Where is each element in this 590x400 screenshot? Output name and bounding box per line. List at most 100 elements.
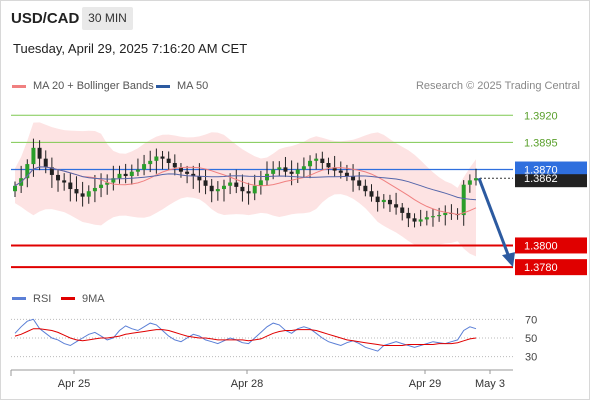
candle-body bbox=[381, 199, 386, 203]
report-datetime: Tuesday, April 29, 2025 7:16:20 AM CET bbox=[13, 41, 248, 56]
chart-header: USD/CAD 30 MIN bbox=[0, 0, 590, 36]
candle-body bbox=[129, 171, 134, 177]
candle-body bbox=[197, 176, 202, 181]
candle-body bbox=[314, 158, 319, 161]
candle-body bbox=[142, 164, 147, 170]
candle-body bbox=[80, 193, 85, 197]
candle-body bbox=[56, 174, 61, 181]
timeframe-badge[interactable]: 30 MIN bbox=[82, 7, 133, 30]
candle-body bbox=[221, 185, 226, 190]
candle-body bbox=[37, 147, 42, 159]
candle-body bbox=[357, 180, 362, 186]
candle-body bbox=[160, 156, 165, 159]
candle-body bbox=[25, 164, 30, 179]
candle-body bbox=[154, 156, 159, 161]
ma20-line bbox=[14, 166, 477, 216]
candle-body bbox=[283, 167, 288, 172]
candle-body bbox=[424, 217, 429, 220]
rsi-label: RSI bbox=[33, 293, 51, 305]
candle-body bbox=[62, 180, 67, 183]
level-tag-3: 1.3800 bbox=[515, 237, 587, 254]
level-tag-4: 1.3780 bbox=[515, 259, 587, 276]
candle-body bbox=[43, 158, 48, 168]
candle-body bbox=[467, 180, 472, 185]
candle-body bbox=[443, 212, 448, 216]
research-credit: Research © 2025 Trading Central bbox=[415, 80, 580, 92]
bollinger-band bbox=[15, 122, 476, 257]
x-tick-label: Apr 28 bbox=[231, 378, 263, 390]
candle-body bbox=[185, 171, 190, 174]
rsi-ma-swatch bbox=[61, 297, 75, 300]
candle-body bbox=[178, 167, 183, 172]
ma20-swatch bbox=[12, 85, 26, 88]
level-tag-bg-3 bbox=[515, 237, 587, 254]
candle-body bbox=[191, 173, 196, 177]
rsi-tick-label: 50 bbox=[525, 333, 537, 345]
candle-body bbox=[387, 199, 392, 205]
candle-body bbox=[338, 170, 343, 173]
candle-body bbox=[68, 182, 73, 190]
candle-body bbox=[246, 191, 251, 194]
symbol-title: USD/CAD bbox=[11, 10, 80, 27]
candle-body bbox=[92, 187, 97, 192]
level-label-0: 1.3920 bbox=[524, 110, 558, 122]
candle-body bbox=[363, 185, 368, 192]
candle-body bbox=[474, 178, 478, 181]
candle-body bbox=[332, 167, 337, 171]
candle-body bbox=[369, 191, 374, 197]
candle-body bbox=[308, 160, 313, 167]
candle-body bbox=[271, 169, 276, 174]
last-price-tag-bg bbox=[515, 174, 587, 188]
candle-body bbox=[215, 189, 220, 192]
forecast-arrow-shaft bbox=[477, 177, 511, 258]
level-label-2: 1.3870 bbox=[524, 165, 558, 177]
candle-body bbox=[289, 171, 294, 174]
candle-body bbox=[277, 167, 282, 170]
rsi-ma-line bbox=[14, 328, 477, 346]
candle-body bbox=[461, 184, 466, 216]
rsi-tick-label: 30 bbox=[525, 352, 537, 364]
candle-body bbox=[252, 185, 257, 194]
candle-body bbox=[86, 191, 91, 197]
candle-body bbox=[228, 182, 233, 186]
candle-body bbox=[418, 219, 423, 222]
rsi-tick-label: 70 bbox=[525, 314, 537, 326]
rsi-line bbox=[14, 318, 477, 352]
candle-body bbox=[166, 158, 171, 164]
candle-body bbox=[99, 184, 104, 188]
x-tick-label: May 3 bbox=[475, 378, 505, 390]
x-tick-label: Apr 29 bbox=[409, 378, 441, 390]
candle-body bbox=[351, 176, 356, 181]
x-tick-label: Apr 25 bbox=[58, 378, 90, 390]
candle-body bbox=[31, 147, 36, 165]
candle-body bbox=[117, 173, 122, 179]
candle-body bbox=[394, 204, 399, 208]
candle-body bbox=[49, 167, 54, 175]
candle-body bbox=[123, 173, 128, 177]
candle-body bbox=[258, 180, 263, 186]
level-tag-bg-2 bbox=[515, 161, 587, 178]
candle-body bbox=[326, 163, 331, 168]
level-tag-2: 1.3870 bbox=[515, 161, 587, 178]
candle-body bbox=[209, 185, 214, 192]
ma50-swatch bbox=[156, 85, 170, 88]
candle-body bbox=[437, 215, 442, 217]
candle-body bbox=[301, 166, 306, 170]
rsi-legend: RSI 9MA bbox=[12, 293, 105, 305]
level-label-3: 1.3800 bbox=[524, 240, 558, 252]
candle-body bbox=[172, 163, 177, 168]
level-tag-0: 1.3920 bbox=[524, 110, 558, 122]
candle-body bbox=[320, 158, 325, 164]
ma50-label: MA 50 bbox=[177, 80, 209, 92]
level-tag-1: 1.3895 bbox=[524, 137, 558, 149]
rsi-swatch bbox=[12, 297, 26, 300]
forecast-arrow-head bbox=[502, 252, 515, 268]
level-tag-bg-4 bbox=[515, 259, 587, 276]
candle-body bbox=[203, 180, 208, 186]
candle-body bbox=[234, 182, 239, 187]
candle-body bbox=[406, 212, 411, 219]
candle-body bbox=[111, 178, 116, 183]
ma20-label: MA 20 + Bollinger Bands bbox=[33, 80, 154, 92]
candle-body bbox=[265, 173, 270, 181]
